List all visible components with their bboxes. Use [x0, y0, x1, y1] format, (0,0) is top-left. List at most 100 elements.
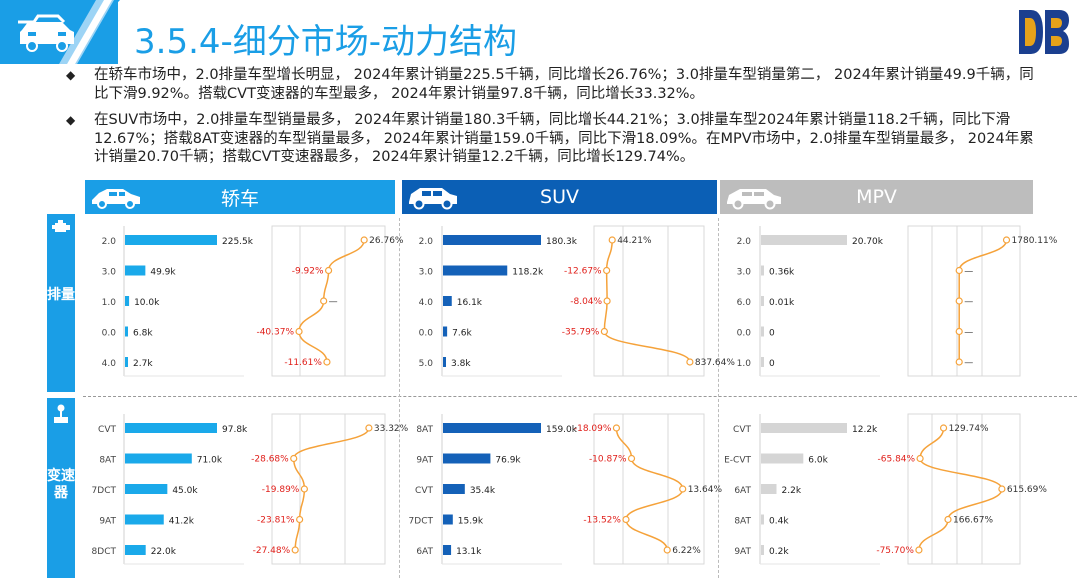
- growth-line: [918, 427, 1003, 551]
- panel-title-sedan: 轿车: [220, 187, 259, 210]
- growth-point: [603, 297, 611, 305]
- mpv-icon: [727, 189, 781, 210]
- category-label: 8AT: [99, 456, 116, 466]
- side-label-displacement: 排量: [47, 214, 75, 392]
- category-label: 0.0: [419, 329, 434, 339]
- bullet-suv-mpv: ◆ 在SUV市场中，2.0排量车型销量最多， 2024年累计销量180.3千辆，同…: [66, 111, 1046, 167]
- bar-value-label: 0.2k: [769, 547, 789, 557]
- category-label: 1.0: [102, 298, 117, 308]
- diamond-bullet-icon: ◆: [66, 113, 76, 127]
- bar-value-label: 180.3k: [546, 237, 578, 247]
- panel-header-sedan: 轿车: [85, 180, 395, 214]
- growth-point: [627, 454, 636, 463]
- bar-value-label: 20.70k: [852, 237, 884, 247]
- growth-label: -28.68%: [251, 455, 289, 465]
- category-label: 7DCT: [92, 486, 117, 496]
- bar-6AT: [761, 484, 777, 494]
- bar-0.0: [443, 326, 448, 337]
- growth-label: -11.61%: [284, 358, 322, 368]
- bar-value-label: 41.2k: [169, 517, 195, 527]
- growth-point: [608, 236, 616, 244]
- growth-point: [686, 358, 694, 366]
- sedan-icon: [92, 189, 140, 209]
- category-label: 9AT: [99, 517, 116, 527]
- bar-8DCT: [125, 545, 146, 555]
- growth-label: -18.09%: [574, 424, 612, 434]
- summary-bullets: ◆ 在轿车市场中，2.0排量车型增长明显， 2024年累计销量225.5千辆，同比…: [66, 66, 1046, 175]
- growth-label: 44.21%: [617, 236, 652, 246]
- growth-label: —: [329, 297, 338, 307]
- category-label: 8AT: [734, 517, 751, 527]
- growth-point: [955, 266, 963, 275]
- bar-6.0: [761, 296, 764, 306]
- growth-label: 837.64%: [695, 358, 735, 368]
- category-label: 0.0: [737, 329, 752, 339]
- section-divider: [83, 396, 1077, 397]
- growth-point: [955, 327, 963, 336]
- category-label: 6.0: [737, 298, 752, 308]
- category-label: 4.0: [419, 298, 434, 308]
- growth-point: [290, 454, 298, 463]
- growth-point: [1002, 236, 1011, 244]
- category-label: 2.0: [102, 237, 117, 247]
- growth-point: [323, 358, 331, 366]
- growth-label: -27.48%: [253, 546, 291, 556]
- bar-value-label: 6.0k: [808, 456, 828, 466]
- bar-value-label: 159.0k: [546, 425, 578, 435]
- bar-value-label: 71.0k: [197, 456, 223, 466]
- category-label: 5.0: [419, 359, 434, 369]
- bar-value-label: 15.9k: [458, 517, 484, 527]
- category-label: 6AT: [416, 547, 433, 557]
- bar-1.0: [125, 296, 130, 306]
- bar-E-CVT: [761, 453, 804, 464]
- bar-8AT: [443, 423, 541, 433]
- bar-2.0: [443, 235, 541, 245]
- bullet-sedan: ◆ 在轿车市场中，2.0排量车型增长明显， 2024年累计销量225.5千辆，同比…: [66, 66, 1046, 103]
- bar-8AT: [125, 453, 192, 464]
- growth-point: [360, 236, 368, 244]
- bar-value-label: 118.2k: [512, 268, 544, 278]
- category-label: 9AT: [734, 547, 751, 557]
- suv-icon: [409, 188, 457, 210]
- growth-point: [291, 546, 299, 554]
- bar-8AT: [761, 514, 764, 525]
- bar-4.0: [443, 296, 452, 306]
- bar-3.0: [761, 265, 764, 276]
- bar-2.0: [125, 235, 217, 245]
- bar-value-label: 12.2k: [852, 425, 878, 435]
- growth-line: [603, 239, 691, 363]
- side-label-text: 排量: [47, 287, 75, 303]
- page-title: 3.5.4-细分市场-动力结构: [134, 22, 518, 62]
- bar-value-label: 6.8k: [133, 329, 153, 339]
- bar-value-label: 45.0k: [172, 486, 198, 496]
- bar-1.0: [761, 357, 764, 367]
- growth-label: 166.67%: [953, 516, 993, 526]
- growth-label: -10.87%: [589, 455, 627, 465]
- bar-value-label: 2.2k: [782, 486, 802, 496]
- growth-point: [612, 424, 621, 432]
- growth-plot-frame: [271, 225, 386, 377]
- diamond-bullet-icon: ◆: [66, 68, 76, 82]
- bar-CVT: [125, 423, 217, 433]
- category-label: CVT: [733, 425, 751, 435]
- growth-plot-frame: [907, 413, 1021, 565]
- bullet-text: 在SUV市场中，2.0排量车型销量最多， 2024年累计销量180.3千辆，同比…: [94, 112, 1034, 165]
- bar-value-label: 7.6k: [452, 329, 472, 339]
- growth-label: -23.81%: [257, 516, 295, 526]
- growth-point: [915, 546, 923, 554]
- growth-label: -13.52%: [583, 516, 621, 526]
- bar-value-label: 2.7k: [133, 359, 153, 369]
- growth-label: 13.64%: [688, 485, 723, 495]
- growth-point: [300, 485, 308, 493]
- category-label: 7DCT: [409, 517, 434, 527]
- growth-point: [622, 515, 630, 524]
- growth-label: -75.70%: [876, 546, 914, 556]
- category-label: 4.0: [102, 359, 117, 369]
- side-label-transmission: 变速器: [47, 398, 75, 578]
- category-label: E-CVT: [724, 456, 751, 466]
- bar-value-label: 22.0k: [151, 547, 177, 557]
- growth-plot-frame: [271, 413, 386, 565]
- growth-label: -35.79%: [562, 328, 600, 338]
- growth-point: [324, 266, 333, 275]
